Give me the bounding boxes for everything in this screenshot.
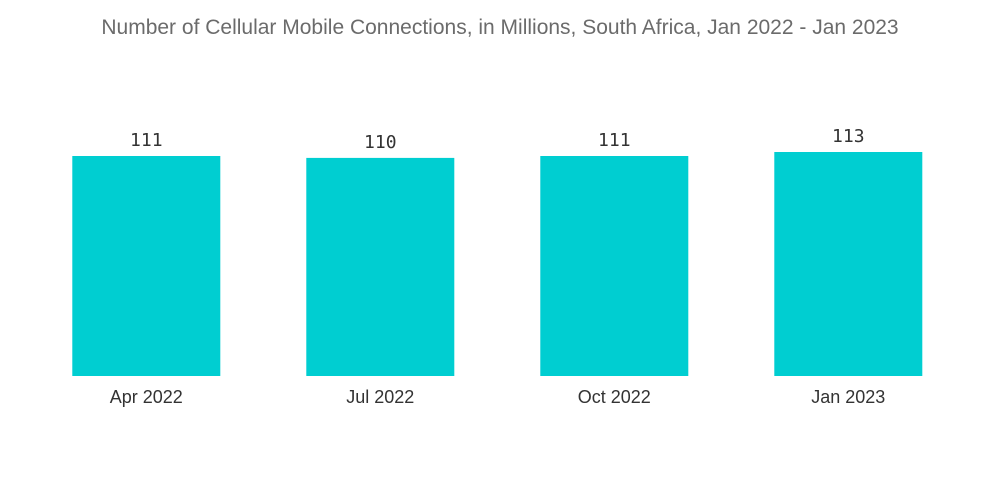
bar-jan-2023: [774, 152, 923, 376]
data-label: 110: [364, 132, 397, 153]
chart-title: Number of Cellular Mobile Connections, i…: [101, 16, 899, 39]
bar-jul-2022: [306, 157, 455, 376]
bar-oct-2022: [540, 156, 689, 376]
data-label: 113: [832, 126, 865, 147]
bar-apr-2022: [72, 156, 221, 376]
x-axis-ticks-group: Apr 2022 Jul 2022 Oct 2022 Jan 2023: [110, 387, 886, 407]
x-tick-label: Jan 2023: [811, 387, 885, 407]
x-tick-label: Apr 2022: [110, 387, 183, 407]
data-label: 111: [598, 130, 631, 151]
data-labels-group: 111 110 111 113: [130, 126, 865, 153]
bars-group: [72, 152, 923, 376]
x-tick-label: Jul 2022: [346, 387, 414, 407]
x-tick-label: Oct 2022: [578, 387, 651, 407]
data-label: 111: [130, 130, 163, 151]
